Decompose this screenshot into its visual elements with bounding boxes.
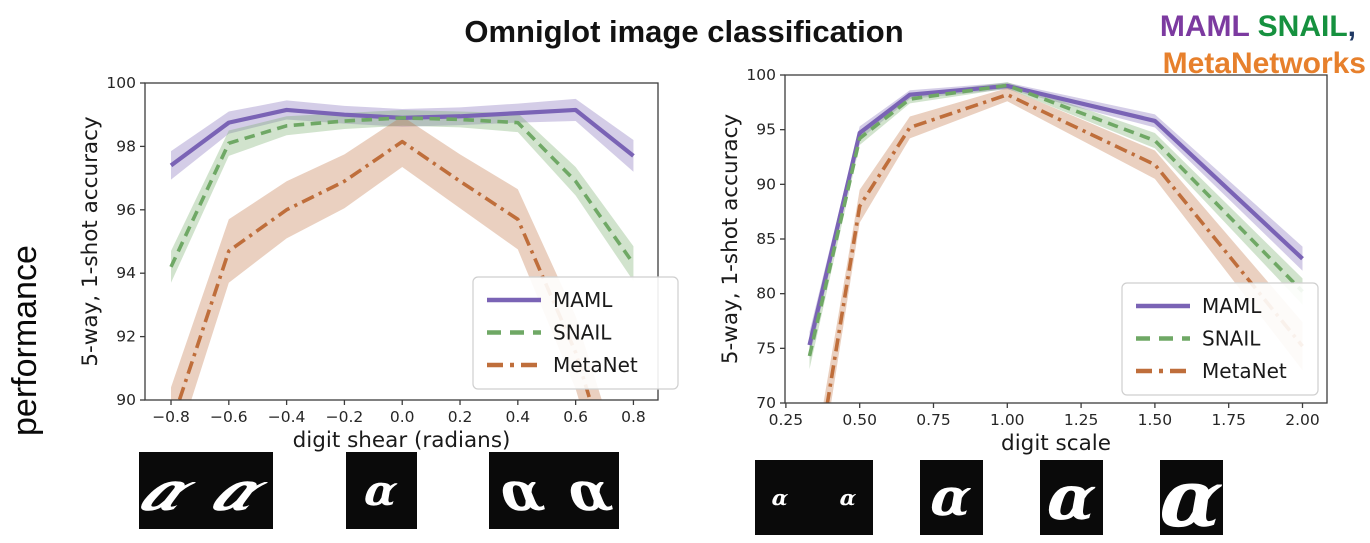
legend-label-MAML: MAML xyxy=(553,288,613,312)
x-tick-label: 0.75 xyxy=(916,411,951,429)
header-series-labels: MAML SNAIL, MetaNetworks xyxy=(1160,8,1366,82)
x-axis-label-1: digit scale xyxy=(1001,431,1111,456)
legend-box xyxy=(1121,282,1319,396)
alpha-glyph: α xyxy=(1160,460,1223,535)
x-tick-label: 1.75 xyxy=(1211,411,1246,429)
y-tick-label: 75 xyxy=(756,339,776,357)
series-line-SNAIL xyxy=(169,116,635,268)
chart-0-series-area xyxy=(169,98,635,400)
legend-0: MAML SNAIL MetaNet xyxy=(472,276,679,390)
y-tick-label: 85 xyxy=(756,230,776,248)
x-tick-label: 1.50 xyxy=(1138,411,1173,429)
x-tick-label: −0.8 xyxy=(152,408,190,426)
alpha-glyph: α xyxy=(928,466,975,528)
header-series-word: SNAIL xyxy=(1257,10,1348,43)
x-axis-label-0: digit shear (radians) xyxy=(293,428,511,453)
alpha-glyph: α xyxy=(838,485,858,510)
x-tick-label: −0.4 xyxy=(268,408,306,426)
plot-spines xyxy=(144,82,659,401)
header-line-2: MetaNetworks xyxy=(1160,45,1366,82)
x-tick-label: 0.8 xyxy=(621,408,646,426)
chart-1-series-area xyxy=(807,82,1304,403)
y-tick-label: 80 xyxy=(756,285,776,303)
x-tick-label: 0.6 xyxy=(563,408,588,426)
example-image-scale-3: α xyxy=(1040,460,1103,535)
legend-box xyxy=(472,276,679,390)
header-series-word: , xyxy=(1347,10,1356,43)
x-tick-label: 0.4 xyxy=(506,408,531,426)
x-tick-label: −0.6 xyxy=(210,408,248,426)
series-line-MetaNet xyxy=(825,92,1304,403)
alpha-glyph: α xyxy=(197,458,273,523)
x-tick-label: 0.0 xyxy=(390,408,415,426)
header-series-word: MAML xyxy=(1159,10,1250,43)
series-band-MetaNet xyxy=(823,88,1303,403)
alpha-glyph: α xyxy=(770,485,790,510)
legend-label-MAML: MAML xyxy=(1202,294,1262,318)
series-band-MAML xyxy=(171,98,634,180)
legend-label-MetaNet: MetaNet xyxy=(553,353,638,377)
y-tick-label: 94 xyxy=(116,264,136,282)
y-tick-label: 96 xyxy=(116,201,136,219)
x-tick-label: 0.2 xyxy=(448,408,473,426)
alpha-glyph: α xyxy=(489,458,556,523)
y-tick-label: 100 xyxy=(106,74,136,92)
legend-1: MAML SNAIL MetaNet xyxy=(1121,282,1319,396)
alpha-glyph: α xyxy=(139,458,215,523)
y-tick-label: 95 xyxy=(756,121,776,139)
figure-title: Omniglot image classification xyxy=(464,14,904,49)
y-tick-label: 70 xyxy=(756,394,776,412)
alpha-glyph: α xyxy=(552,458,619,523)
header-series-word xyxy=(1249,10,1257,43)
y-tick-label: 90 xyxy=(116,391,136,409)
header-line-1: MAML SNAIL, xyxy=(1160,8,1356,45)
series-line-SNAIL xyxy=(807,83,1304,357)
x-tick-label: 0.25 xyxy=(769,411,804,429)
example-image-scale-4: α xyxy=(1160,460,1223,535)
y-axis-label-1: 5-way, 1-shot accuracy xyxy=(718,114,743,365)
example-image-scale-2: α xyxy=(920,460,983,535)
legend-label-SNAIL: SNAIL xyxy=(1202,327,1261,351)
series-band-MetaNet xyxy=(171,116,602,400)
y-axis-label-0: 5-way, 1-shot accuracy xyxy=(78,116,103,367)
x-tick-label: 2.00 xyxy=(1285,411,1320,429)
x-tick-label: 1.00 xyxy=(990,411,1025,429)
x-tick-label: 0.50 xyxy=(842,411,877,429)
header-series-word: MetaNetworks xyxy=(1162,47,1366,80)
y-tick-label: 90 xyxy=(756,175,776,193)
x-tick-label: −0.2 xyxy=(326,408,364,426)
y-tick-label: 92 xyxy=(116,328,136,346)
legend-label-MetaNet: MetaNet xyxy=(1202,359,1287,383)
x-tick-label: 1.25 xyxy=(1064,411,1099,429)
alpha-glyph: α xyxy=(1043,460,1100,534)
example-image-shear-2: α xyxy=(346,452,417,529)
series-line-MetaNet xyxy=(177,139,592,400)
y-tick-label: 98 xyxy=(116,137,136,155)
legend-label-SNAIL: SNAIL xyxy=(553,321,612,345)
performance-axis-label: performance xyxy=(6,245,44,436)
y-tick-label: 100 xyxy=(746,66,776,84)
alpha-glyph: α xyxy=(361,465,402,515)
